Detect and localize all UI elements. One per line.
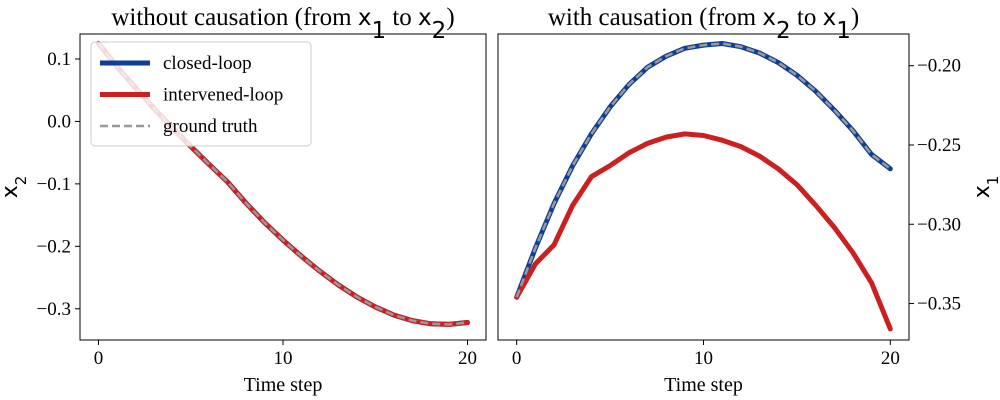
series-group: [514, 41, 893, 332]
y-tick-label: −0.2: [37, 236, 71, 257]
legend-box: [90, 41, 312, 147]
chart-title: with causation (from x2 to x1): [548, 4, 859, 44]
y-tick-label: −0.35: [917, 294, 961, 315]
y-tick-label: −0.3: [37, 299, 71, 320]
legend-label: intervened-loop: [163, 85, 283, 106]
legend-label: ground truth: [163, 116, 258, 137]
legend-label: closed-loop: [163, 53, 252, 74]
x-tick-label: 0: [94, 348, 104, 369]
x-tick-label: 0: [512, 348, 522, 369]
x-tick-label: 10: [694, 348, 713, 369]
series-line-intervened-loop: [514, 131, 893, 332]
x-axis-label: Time step: [244, 374, 323, 396]
series-line-ground-truth: [515, 42, 892, 298]
x-tick-label: 20: [881, 348, 900, 369]
series-line-ground-truth: [97, 42, 468, 326]
y-tick-label: −0.20: [917, 56, 961, 77]
y-tick-label: −0.1: [37, 174, 71, 195]
y-tick-label: −0.25: [917, 135, 961, 156]
y-axis-label: x2: [0, 176, 30, 199]
chart-title: without causation (from x1 to x2): [111, 4, 454, 44]
x-axis-label: Time step: [664, 374, 743, 396]
x-tick-label: 10: [274, 348, 293, 369]
legend: closed-loop intervened-loop ground truth: [90, 41, 312, 147]
y-axis-label: x1: [970, 176, 1000, 199]
y-tick-label: 0.0: [47, 111, 71, 132]
y-tick-label: 0.1: [47, 49, 71, 70]
chart-panel-2: 0 10 20 −0.20 −0.25 −0.30 −0.35 Time step x1 with…: [497, 4, 1000, 396]
chart-panel-1: 0 10 20 0.1 0.0 −0.1 −0.2 −0.3 Time step x2 withou…: [0, 4, 487, 396]
series-line-closed-loop: [514, 41, 893, 300]
x-tick-label: 20: [458, 348, 477, 369]
y-tick-label: −0.30: [917, 214, 961, 235]
